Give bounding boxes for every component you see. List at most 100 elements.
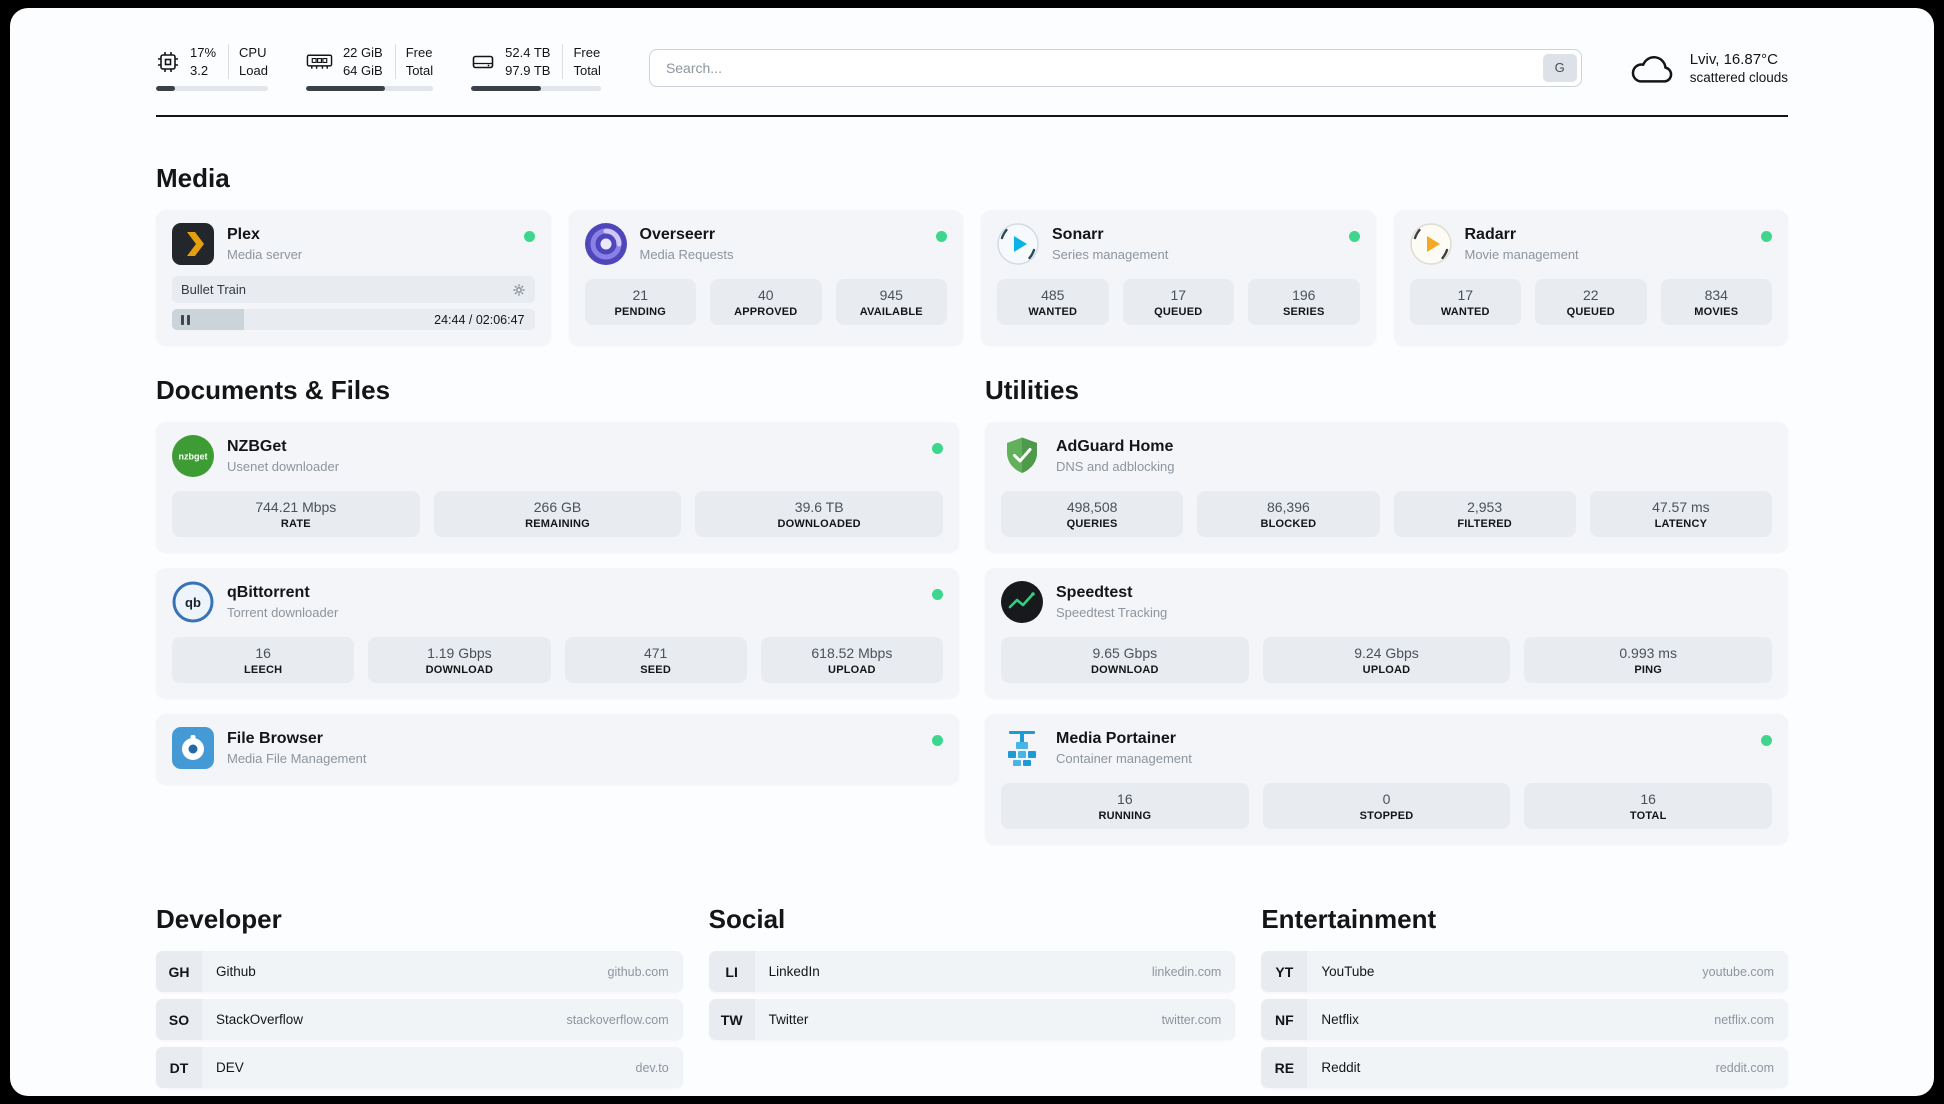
bookmark-name: Reddit (1321, 1060, 1361, 1076)
app-name: Media Portainer (1056, 730, 1177, 748)
stat-value: 86,396 (1266, 498, 1310, 515)
section-title-social: Social (708, 904, 786, 935)
app-header: Speedtest Speedtest Tracking (1001, 581, 1772, 624)
bookmark-url: github.com (607, 964, 669, 979)
app-card-overseerr[interactable]: Overseerr Media Requests 21 PENDING 40 A… (568, 210, 963, 346)
app-header: Sonarr Series management (997, 223, 1360, 265)
middle-columns: Documents & Files nzbget NZBGet Usenet d… (156, 375, 1788, 860)
bookmark-url: reddit.com (1715, 1060, 1774, 1075)
app-name: AdGuard Home (1056, 438, 1174, 456)
stat-value: 9.65 Gbps (1092, 644, 1158, 661)
stats-row: 744.21 Mbps RATE 266 GB REMAINING 39.6 T… (172, 491, 944, 538)
stat-rate: 744.21 Mbps RATE (172, 491, 420, 538)
cpu-progress-fill (156, 86, 176, 92)
bookmark-twitter[interactable]: TW Twitter twitter.com (708, 999, 1236, 1041)
stat-value: 471 (643, 644, 668, 661)
app-card-adguard[interactable]: AdGuard Home DNS and adblocking 498,508 … (985, 422, 1788, 553)
ram-usage-widget: 22 GiB 64 GiB Free Total (305, 44, 434, 92)
app-card-nzbget[interactable]: nzbget NZBGet Usenet downloader 744.21 M… (156, 422, 959, 553)
stat-download: 9.65 Gbps DOWNLOAD (1001, 637, 1249, 684)
stat-label: SERIES (1282, 305, 1325, 318)
app-card-speedtest[interactable]: Speedtest Speedtest Tracking 9.65 Gbps D… (985, 568, 1788, 699)
app-titles: File Browser Media File Management (227, 730, 366, 766)
app-header: Radarr Movie management (1409, 223, 1773, 265)
stat-label: TOTAL (1629, 809, 1667, 822)
stat-label: FILTERED (1457, 517, 1512, 530)
stat-value: 17 (1170, 286, 1187, 303)
app-titles: Speedtest Speedtest Tracking (1056, 584, 1167, 620)
playback-progress-fill (172, 309, 244, 331)
bookmark-linkedin[interactable]: LI LinkedIn linkedin.com (708, 951, 1236, 993)
stat-label: QUEUED (1154, 305, 1203, 318)
app-subtitle: Usenet downloader (227, 459, 340, 475)
stat-value: 9.24 Gbps (1354, 644, 1419, 661)
stat-label: UPLOAD (828, 663, 876, 676)
app-card-portainer[interactable]: Media Portainer Container management 16 … (985, 714, 1788, 845)
nzbget-icon-text: nzbget (179, 452, 208, 462)
search-bar: G (648, 48, 1582, 87)
bookmark-stackoverflow[interactable]: SO StackOverflow stackoverflow.com (156, 999, 683, 1041)
bookmark-youtube[interactable]: YT YouTube youtube.com (1261, 951, 1788, 993)
disk-total-label: Total (573, 62, 601, 78)
bookmark-url: dev.to (635, 1060, 669, 1075)
ram-free-label: Free (405, 45, 433, 60)
app-titles: Media Portainer Container management (1056, 730, 1192, 766)
radarr-icon (1409, 223, 1452, 265)
stat-value: 16 (255, 644, 271, 661)
app-card-sonarr[interactable]: Sonarr Series management 485 WANTED 17 Q… (981, 210, 1376, 346)
status-dot-online (1761, 735, 1772, 747)
section-title-utilities: Utilities (985, 375, 1079, 406)
stat-value: 0.993 ms (1619, 644, 1677, 661)
app-card-plex[interactable]: Plex Media server Bullet Train 24:44 / 0… (156, 210, 551, 346)
stat-seed: 471 SEED (564, 637, 747, 684)
developer-column: Developer GH Github github.com SO StackO… (156, 904, 683, 1095)
stat-downloaded: 39.6 TB DOWNLOADED (695, 491, 944, 538)
cpu-chip-icon (158, 51, 178, 72)
disk-metric-row: 52.4 TB 97.9 TB Free Total (471, 44, 601, 80)
app-subtitle: Torrent downloader (227, 605, 339, 621)
app-card-qbittorrent[interactable]: qb qBittorrent Torrent downloader 16 LEE… (156, 568, 959, 699)
search-engine-button[interactable]: G (1542, 53, 1577, 82)
stat-value: 945 (879, 286, 903, 303)
app-name: Plex (227, 226, 260, 244)
sonarr-icon (997, 223, 1039, 265)
app-card-radarr[interactable]: Radarr Movie management 17 WANTED 22 QUE… (1393, 210, 1788, 346)
pause-icon[interactable] (181, 314, 192, 325)
bookmark-netflix[interactable]: NF Netflix netflix.com (1261, 999, 1788, 1041)
app-subtitle: Media Requests (639, 247, 734, 263)
stat-label: RUNNING (1098, 809, 1152, 822)
cpu-progress-bar (156, 86, 268, 92)
bookmark-columns: Developer GH Github github.com SO StackO… (156, 904, 1788, 1095)
stat-label: DOWNLOAD (1091, 663, 1159, 676)
ram-total-label: Total (405, 62, 434, 78)
gear-icon[interactable] (512, 283, 526, 297)
disk-free-value: 52.4 TB (505, 45, 551, 60)
stat-latency: 47.57 ms LATENCY (1589, 491, 1772, 538)
stats-row: 16 RUNNING 0 STOPPED 16 TOTAL (1001, 783, 1773, 830)
stat-label: LEECH (243, 663, 283, 676)
app-name: Speedtest (1056, 584, 1133, 602)
stat-label: SEED (640, 663, 671, 676)
stat-label: UPLOAD (1362, 663, 1411, 676)
adguard-icon (1007, 437, 1037, 474)
nzbget-icon: nzbget (172, 435, 214, 478)
bookmark-name: DEV (216, 1060, 244, 1076)
stat-available: 945 AVAILABLE (835, 279, 947, 326)
app-name: Sonarr (1052, 226, 1104, 244)
app-card-filebrowser[interactable]: File Browser Media File Management (156, 714, 959, 785)
bookmark-dev[interactable]: DT DEV dev.to (156, 1047, 683, 1089)
bookmark-badge: SO (156, 999, 202, 1041)
stat-value: 498,508 (1066, 498, 1118, 515)
app-subtitle: DNS and adblocking (1056, 459, 1175, 475)
playback-progress-bar[interactable]: 24:44 / 02:06:47 (172, 309, 535, 331)
stat-upload: 618.52 Mbps UPLOAD (760, 637, 943, 684)
bookmark-github[interactable]: GH Github github.com (156, 951, 683, 993)
stat-label: DOWNLOADED (777, 517, 861, 530)
app-name: NZBGet (227, 438, 287, 456)
stat-movies: 834 MOVIES (1660, 279, 1772, 326)
bookmark-reddit[interactable]: RE Reddit reddit.com (1261, 1047, 1788, 1089)
ram-labels: Free Total (394, 44, 434, 80)
search-input[interactable] (648, 48, 1582, 87)
disk-total-value: 97.9 TB (505, 62, 551, 78)
speedtest-icon (1001, 581, 1043, 624)
